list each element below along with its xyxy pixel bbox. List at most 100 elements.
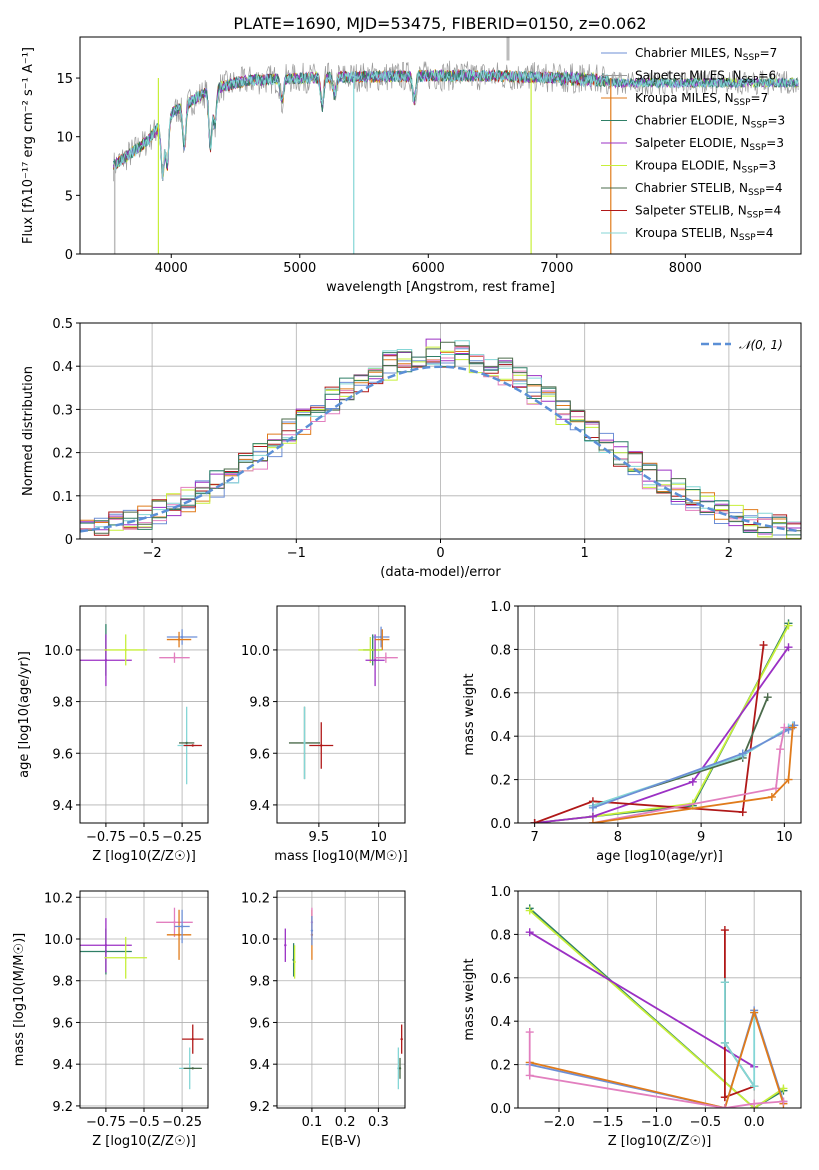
y-tick-label: 10.2 (44, 891, 73, 906)
series-marker (588, 819, 597, 823)
x-axis-label: Z [log10(Z/Z☉)] (608, 1134, 712, 1149)
series-marker (779, 1084, 788, 1093)
x-axis-label: (data-model)/error (380, 565, 501, 580)
x-tick-label: 0.2 (335, 1115, 356, 1130)
series-marker (750, 1008, 759, 1017)
y-tick-label: 0.6 (490, 972, 511, 987)
x-axis-label: mass [log10(M/M☉)] (274, 849, 407, 864)
x-axis-label: Z [log10(Z/Z☉)] (92, 849, 196, 864)
histogram-chabrier-stelib (80, 341, 801, 534)
y-tick-label: 10 (56, 131, 73, 146)
errorbar-point (104, 944, 108, 947)
x-tick-label: −2.0 (543, 1115, 575, 1130)
axes-frame (276, 890, 406, 1109)
x-tick-label: −0.25 (162, 1115, 202, 1130)
x-tick-label: 7 (531, 830, 539, 845)
panel-spectrum: 4000 5000 6000 7000 8000 0 5 10 15 wavelength [An… (21, 36, 802, 295)
errorbar-point (191, 1067, 194, 1070)
legend-entry: 𝒩(0, 1) (739, 338, 783, 352)
errorbar-point (293, 960, 296, 964)
plot-area (113, 37, 799, 254)
y-tick-label: 0.2 (52, 447, 73, 462)
y-tick-label: 0.0 (490, 1102, 511, 1117)
series-line (528, 1032, 784, 1108)
series-marker (720, 1038, 729, 1047)
y-tick-label: 9.8 (249, 696, 270, 711)
plot-area (284, 907, 403, 1090)
legend-entry: Salpeter STELIB, NSSP=4 (635, 204, 781, 221)
spectrum-salpeter-miles (113, 60, 799, 182)
histogram-chabrier-elodie (80, 352, 801, 536)
y-tick-label: 0.5 (52, 317, 73, 332)
panel-weight_vs_Z: −2.0 −1.5 −1.0 −0.5 0.0 0.0 0.2 0.4 0.6 0.8 1.0 Z [… (462, 885, 802, 1149)
y-axis-label: Flux [fλ10⁻¹⁷ erg cm⁻² s⁻¹ A⁻¹] (21, 47, 36, 244)
series-marker (720, 926, 729, 935)
panel-age_vs_mass: 9.5 10 9.4 9.6 9.8 10.0 mass [log10(M/M☉)] (241, 605, 408, 864)
errorbar-point (397, 1067, 400, 1070)
series-marker (784, 643, 793, 652)
x-tick-label: −2 (143, 546, 162, 561)
x-tick-label: −1 (287, 546, 306, 561)
errorbar-point (173, 656, 176, 659)
x-tick-label: 0.1 (302, 1115, 323, 1130)
y-tick-label: 0.4 (490, 730, 511, 745)
x-tick-label: 10 (776, 830, 793, 845)
x-tick-label: −0.25 (162, 830, 202, 845)
series-marker (763, 693, 772, 702)
plot-area (288, 626, 398, 780)
series-marker (750, 1099, 759, 1108)
series-line (529, 931, 755, 1068)
series-line (724, 982, 756, 1090)
x-tick-label: 6000 (412, 261, 445, 276)
legend-entry: Salpeter MILES, NSSP=6 (635, 69, 776, 86)
errorbar-point (369, 648, 372, 652)
y-tick-label: 9.4 (249, 799, 270, 814)
errorbar-point (180, 635, 184, 639)
series-marker (767, 792, 776, 801)
y-tick-label: 9.8 (52, 975, 73, 990)
y-tick-label: 9.6 (249, 1016, 270, 1031)
normal-curve (80, 365, 801, 533)
series-marker (525, 1071, 534, 1080)
errorbar-point (124, 956, 127, 959)
y-tick-label: 0 (65, 533, 73, 548)
series-line (534, 644, 765, 823)
x-tick-label: −1.0 (641, 1115, 673, 1130)
x-axis-label: wavelength [Angstrom, rest frame] (326, 280, 555, 295)
axes-frame (79, 605, 209, 824)
errorbar-point (177, 933, 181, 937)
x-tick-label: 7000 (540, 261, 573, 276)
errorbar-point (191, 744, 194, 747)
legend-entry: Chabrier ELODIE, NSSP=3 (635, 114, 785, 131)
legend-entry: Chabrier MILES, NSSP=7 (635, 46, 777, 63)
x-tick-label: 9.5 (309, 830, 330, 845)
x-tick-label: −0.75 (86, 1115, 126, 1130)
x-tick-label: −1.5 (592, 1115, 624, 1130)
errorbar-point (284, 944, 287, 947)
errorbar-point (381, 638, 384, 641)
y-tick-label: 9.2 (249, 1100, 270, 1115)
errorbar-point (173, 921, 176, 924)
errorbar-point (384, 656, 388, 659)
errorbar-point (310, 929, 314, 932)
series-line (592, 727, 786, 823)
series-marker (779, 1097, 788, 1106)
series-line (724, 982, 755, 1087)
y-tick-label: 0.3 (52, 403, 73, 418)
errorbar-point (191, 1037, 194, 1041)
legend-entry: Kroupa STELIB, NSSP=4 (635, 226, 773, 243)
y-tick-label: 5 (65, 189, 73, 204)
y-axis-label: Normed distribution (21, 366, 36, 496)
axes-frame (517, 605, 802, 824)
y-tick-label: 10.0 (241, 644, 270, 659)
y-tick-label: 15 (56, 72, 73, 87)
y-tick-label: 9.6 (249, 747, 270, 762)
y-axis-label: mass weight (462, 673, 477, 755)
series-marker (776, 745, 785, 754)
axes-frame (517, 890, 802, 1109)
y-axis-label: mass weight (462, 958, 477, 1040)
series-line (529, 1009, 785, 1108)
x-tick-label: 0.3 (368, 1115, 389, 1130)
errorbar-point (185, 741, 188, 745)
